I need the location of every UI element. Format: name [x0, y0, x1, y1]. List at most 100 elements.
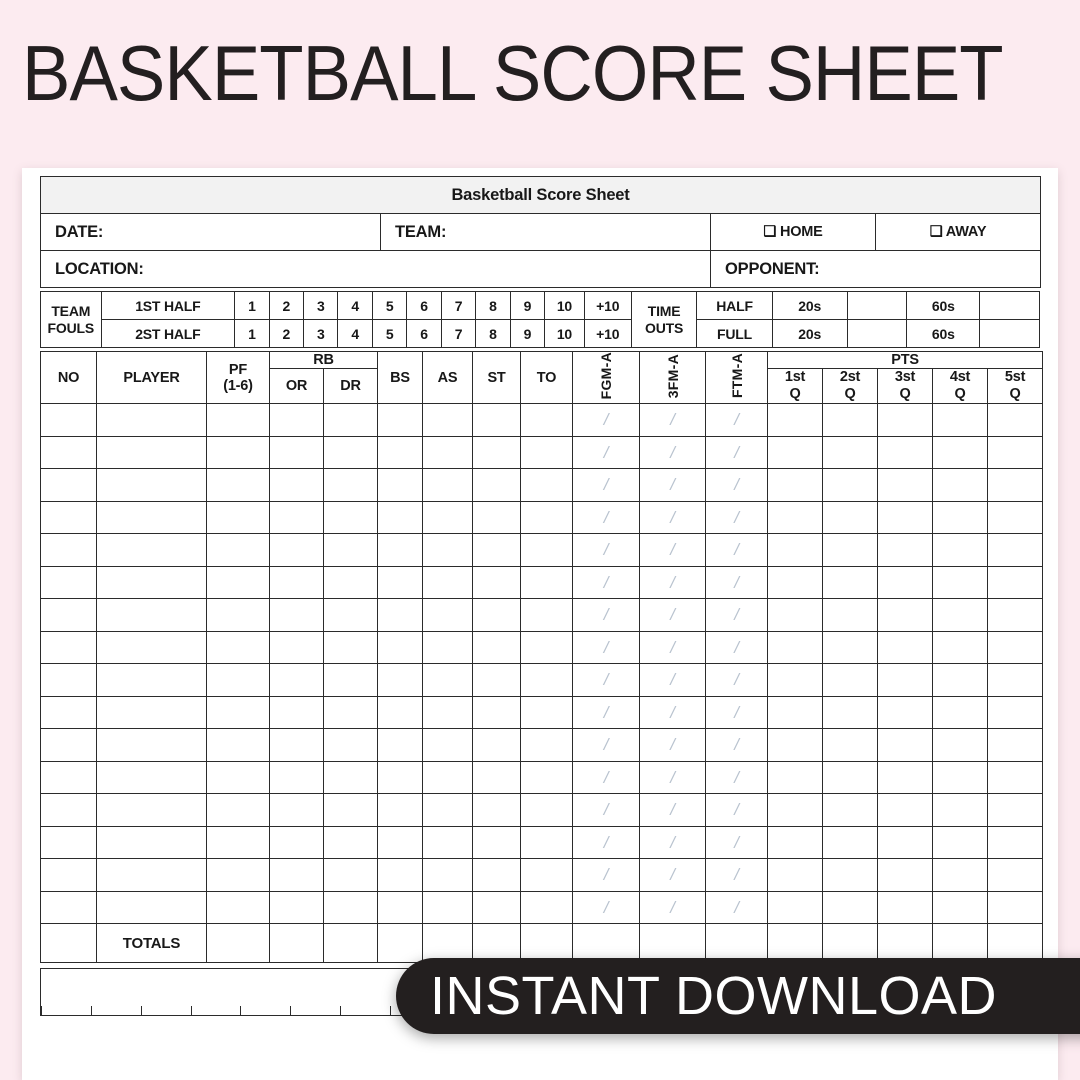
stat-cell-made-attempted[interactable]: /: [639, 500, 707, 535]
stat-cell[interactable]: [377, 403, 424, 437]
stat-cell[interactable]: [767, 565, 824, 600]
stat-cell[interactable]: [822, 858, 879, 892]
stat-cell[interactable]: [932, 858, 989, 892]
stat-cell-made-attempted[interactable]: /: [705, 663, 769, 697]
totals-cell[interactable]: [877, 923, 934, 964]
stat-cell[interactable]: [206, 695, 270, 730]
stat-cell[interactable]: [987, 695, 1044, 730]
stat-cell[interactable]: [40, 403, 97, 437]
stat-cell[interactable]: [206, 793, 270, 827]
totals-cell[interactable]: [520, 923, 574, 964]
stat-cell[interactable]: [767, 533, 824, 567]
stat-cell-made-attempted[interactable]: /: [705, 728, 769, 762]
stat-cell[interactable]: [96, 435, 207, 470]
stat-cell[interactable]: [422, 435, 474, 470]
stat-cell[interactable]: [377, 825, 424, 860]
stat-cell-made-attempted[interactable]: /: [705, 598, 769, 632]
stat-cell[interactable]: [932, 663, 989, 697]
stat-cell[interactable]: [932, 435, 989, 470]
stat-cell-made-attempted[interactable]: /: [572, 435, 641, 470]
stat-cell[interactable]: [472, 793, 522, 827]
stat-cell-made-attempted[interactable]: /: [572, 630, 641, 665]
stat-cell[interactable]: [40, 500, 97, 535]
stat-cell[interactable]: [377, 435, 424, 470]
stat-cell[interactable]: [520, 403, 574, 437]
stat-cell[interactable]: [877, 858, 934, 892]
stat-cell[interactable]: [322, 435, 379, 470]
timeout-cell[interactable]: [979, 319, 1040, 348]
stat-cell[interactable]: [520, 500, 574, 535]
stat-cell[interactable]: [987, 858, 1044, 892]
foul-mark[interactable]: 9: [509, 319, 546, 348]
stat-cell[interactable]: [987, 403, 1044, 437]
stat-cell[interactable]: [422, 728, 474, 762]
stat-cell[interactable]: [472, 728, 522, 762]
stat-cell[interactable]: [206, 533, 270, 567]
stat-cell[interactable]: [322, 793, 379, 827]
stat-cell-made-attempted[interactable]: /: [572, 858, 641, 892]
stat-cell-made-attempted[interactable]: /: [572, 533, 641, 567]
stat-cell[interactable]: [822, 468, 879, 502]
stat-cell-made-attempted[interactable]: /: [572, 663, 641, 697]
stat-cell-made-attempted[interactable]: /: [572, 825, 641, 860]
stat-cell[interactable]: [472, 435, 522, 470]
stat-cell[interactable]: [822, 890, 879, 925]
stat-cell[interactable]: [269, 825, 324, 860]
stat-cell-made-attempted[interactable]: /: [639, 435, 707, 470]
stat-cell-made-attempted[interactable]: /: [705, 890, 769, 925]
stat-cell[interactable]: [987, 468, 1044, 502]
stat-cell[interactable]: [472, 500, 522, 535]
stat-cell[interactable]: [322, 403, 379, 437]
foul-mark[interactable]: 2: [268, 319, 305, 348]
stat-cell[interactable]: [932, 598, 989, 632]
stat-cell[interactable]: [767, 663, 824, 697]
stat-cell[interactable]: [877, 565, 934, 600]
stat-cell[interactable]: [96, 533, 207, 567]
stat-cell[interactable]: [822, 403, 879, 437]
stat-cell[interactable]: [987, 533, 1044, 567]
stat-cell-made-attempted[interactable]: /: [639, 533, 707, 567]
stat-cell[interactable]: [96, 695, 207, 730]
stat-cell-made-attempted[interactable]: /: [639, 825, 707, 860]
stat-cell[interactable]: [767, 500, 824, 535]
stat-cell[interactable]: [877, 598, 934, 632]
stat-cell-made-attempted[interactable]: /: [572, 890, 641, 925]
stat-cell-made-attempted[interactable]: /: [705, 533, 769, 567]
stat-cell[interactable]: [322, 695, 379, 730]
stat-cell[interactable]: [422, 663, 474, 697]
stat-cell[interactable]: [767, 598, 824, 632]
timeout-cell[interactable]: 60s: [906, 291, 981, 320]
stat-cell[interactable]: [767, 728, 824, 762]
stat-cell-made-attempted[interactable]: /: [705, 793, 769, 827]
stat-cell[interactable]: [322, 630, 379, 665]
stat-cell[interactable]: [987, 890, 1044, 925]
stat-cell[interactable]: [822, 630, 879, 665]
stat-cell[interactable]: [932, 468, 989, 502]
foul-mark[interactable]: 9: [509, 291, 546, 320]
stat-cell[interactable]: [40, 565, 97, 600]
stat-cell[interactable]: [377, 533, 424, 567]
stat-cell[interactable]: [269, 598, 324, 632]
stat-cell[interactable]: [822, 533, 879, 567]
stat-cell[interactable]: [932, 695, 989, 730]
stat-cell[interactable]: [40, 598, 97, 632]
foul-mark[interactable]: 8: [475, 291, 511, 320]
totals-cell[interactable]: [206, 923, 270, 964]
stat-cell[interactable]: [269, 793, 324, 827]
stat-cell[interactable]: [877, 728, 934, 762]
stat-cell[interactable]: [96, 500, 207, 535]
stat-cell-made-attempted[interactable]: /: [639, 728, 707, 762]
stat-cell[interactable]: [206, 760, 270, 795]
stat-cell[interactable]: [269, 890, 324, 925]
foul-mark[interactable]: 3: [303, 319, 339, 348]
stat-cell[interactable]: [987, 760, 1044, 795]
stat-cell[interactable]: [987, 598, 1044, 632]
foul-mark[interactable]: 3: [303, 291, 339, 320]
stat-cell[interactable]: [932, 500, 989, 535]
stat-cell[interactable]: [520, 890, 574, 925]
stat-cell[interactable]: [877, 468, 934, 502]
stat-cell[interactable]: [422, 403, 474, 437]
stat-cell[interactable]: [269, 630, 324, 665]
foul-mark[interactable]: 10: [544, 319, 585, 348]
foul-mark[interactable]: +10: [583, 319, 632, 348]
